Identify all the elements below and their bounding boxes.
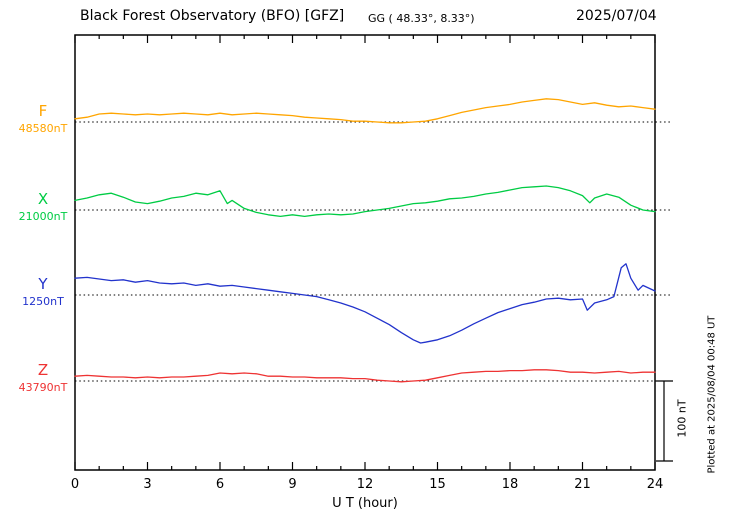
scale-bar-label: 100 nT [675, 399, 689, 438]
series-letter-y: Y [38, 275, 48, 293]
x-tick-label: 21 [574, 477, 591, 492]
x-tick-label: 24 [646, 477, 664, 492]
x-tick-label: 3 [143, 477, 152, 492]
series-baseline-z: 43790nT [18, 381, 68, 395]
page-title: Black Forest Observatory (BFO) [GFZ] [80, 8, 345, 24]
x-tick-label: 12 [356, 477, 374, 492]
series-label-x: X 21000nT [14, 190, 72, 224]
series-letter-x: X [37, 190, 49, 208]
series-label-y: Y 1250nT [14, 275, 72, 309]
x-axis-title: U T (hour) [332, 496, 398, 511]
x-tick-label: 9 [288, 477, 297, 492]
series-baseline-y: 1250nT [22, 295, 64, 309]
station-coordinates: GG ( 48.33°, 8.33°) [368, 12, 475, 25]
series-baseline-x: 21000nT [18, 210, 68, 224]
trace-f [74, 98, 656, 124]
series-letter-f: F [38, 102, 48, 120]
x-tick-label: 6 [215, 477, 225, 492]
plot-date: 2025/07/04 [576, 8, 657, 24]
trace-y [74, 263, 656, 344]
series-label-f: F 48580nT [14, 102, 72, 136]
series-letter-z: Z [37, 361, 49, 379]
trace-x [74, 185, 656, 218]
plot-timestamp: Plotted at 2025/08/04 00:48 UT [706, 315, 718, 474]
plot-frame [74, 34, 656, 471]
series-baseline-f: 48580nT [18, 122, 68, 136]
series-label-z: Z 43790nT [14, 361, 72, 395]
x-tick-label: 18 [501, 477, 519, 492]
x-tick-label: 0 [70, 477, 80, 492]
trace-z [74, 369, 656, 383]
x-tick-label: 15 [429, 477, 446, 492]
